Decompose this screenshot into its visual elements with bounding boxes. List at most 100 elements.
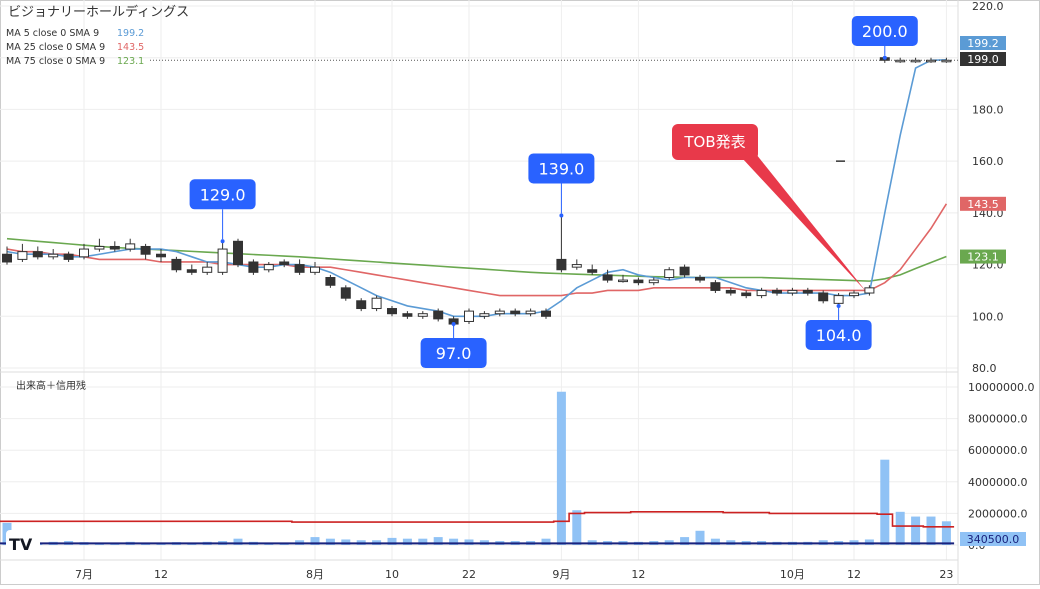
candle xyxy=(356,298,367,312)
candle xyxy=(633,277,644,286)
candle xyxy=(833,293,844,306)
candle-body-down xyxy=(510,310,521,315)
candle-body-down xyxy=(109,245,120,250)
legend-label: MA 5 close 0 SMA 9 xyxy=(6,28,99,39)
price-callout: 200.0 xyxy=(851,16,918,60)
candle xyxy=(340,285,351,301)
candle xyxy=(2,246,12,265)
candle xyxy=(525,308,536,317)
candle-body-down xyxy=(772,289,782,294)
price-callout: 129.0 xyxy=(189,179,256,244)
candle xyxy=(48,249,59,260)
candle-body-up xyxy=(202,266,213,273)
candle xyxy=(941,57,952,63)
candle xyxy=(202,261,213,275)
candle-body-down xyxy=(741,292,752,297)
candle-body-down xyxy=(340,287,351,299)
candle-body-down xyxy=(725,289,736,294)
candle xyxy=(510,308,521,317)
candle-body-up xyxy=(79,248,89,258)
volume-tick-label: 6000000.0 xyxy=(968,444,1028,457)
candle xyxy=(32,246,43,260)
price-tag-text: 123.1 xyxy=(967,251,999,264)
callout-box xyxy=(805,319,872,350)
legend-value: 123.1 xyxy=(117,56,144,67)
candle-body-down xyxy=(802,289,813,294)
candle-body-down xyxy=(387,308,397,315)
candle-body-up xyxy=(217,248,228,273)
volume-bar xyxy=(926,516,936,545)
candle-body-down xyxy=(587,269,598,273)
time-axis: 7月 12 8月 10 22 9月 12 10月 12 23 xyxy=(75,568,953,581)
candle-body-up xyxy=(941,59,952,63)
price-tag-box xyxy=(960,249,1006,264)
time-tick-label: 12 xyxy=(631,568,645,581)
time-tick-label: 23 xyxy=(939,568,953,581)
candle xyxy=(849,290,859,299)
price-tag: 123.1 xyxy=(960,249,1006,264)
volume-tag: 340500.0 xyxy=(960,532,1026,546)
candle-body-down xyxy=(679,266,690,276)
volume-bar xyxy=(325,538,335,545)
volume-axis: 0.02000000.04000000.06000000.08000000.01… xyxy=(968,381,1034,552)
volume-bar xyxy=(895,511,905,545)
candle-body-down xyxy=(402,313,413,317)
candle xyxy=(233,238,243,268)
callout-dot xyxy=(220,239,225,244)
candle xyxy=(494,308,505,317)
price-tag-box xyxy=(960,196,1006,211)
candle xyxy=(94,238,105,252)
callout-dot xyxy=(882,55,887,60)
candle-body-up xyxy=(371,297,382,310)
candle-body-up xyxy=(17,251,28,260)
price-tag: 199.0 xyxy=(960,52,1006,66)
price-tag-text: 143.5 xyxy=(967,198,999,211)
candle-body-up xyxy=(756,289,767,297)
candle xyxy=(772,287,782,296)
candle-body-down xyxy=(156,253,166,258)
callout-box xyxy=(420,338,487,369)
candle xyxy=(433,308,444,322)
price-callout: 139.0 xyxy=(528,153,595,218)
volume-bar xyxy=(556,391,566,545)
candle-body-up xyxy=(94,245,105,250)
price-tag-box xyxy=(960,52,1006,66)
candle-body-down xyxy=(171,258,182,271)
volume-bar xyxy=(864,539,874,545)
price-tag: 143.5 xyxy=(960,196,1006,211)
callout-text: 104.0 xyxy=(816,326,862,345)
price-tick-label: 220.0 xyxy=(972,0,1004,13)
candle-body-up xyxy=(125,243,136,250)
candle-body-down xyxy=(556,258,567,271)
candle xyxy=(479,311,490,319)
price-tags-layer: 199.2 199.0 143.5 123.1 340500.0 xyxy=(960,36,1026,546)
candle xyxy=(587,264,598,275)
candle xyxy=(741,290,752,299)
candle xyxy=(263,261,274,273)
callout-dot xyxy=(836,303,841,308)
volume-tag-box xyxy=(960,532,1026,546)
volume-pane-title: 出来高＋信用残 xyxy=(16,379,86,392)
time-tick-label: 7月 xyxy=(75,568,93,581)
volume-tick-label: 8000000.0 xyxy=(968,413,1028,426)
candle xyxy=(63,251,74,262)
candle-body-down xyxy=(356,300,367,310)
tob-callout-pointer xyxy=(742,154,867,292)
candle xyxy=(679,264,690,278)
candle xyxy=(140,243,151,260)
candle xyxy=(602,269,613,283)
candle-body-down xyxy=(710,282,721,291)
candle-body-up xyxy=(849,292,859,297)
candle xyxy=(417,311,428,319)
candle-body-up xyxy=(648,279,659,284)
candle xyxy=(109,241,120,252)
candle xyxy=(294,259,305,275)
candle xyxy=(125,238,136,252)
candle xyxy=(864,285,875,296)
price-tag-text: 199.0 xyxy=(967,53,999,66)
candle xyxy=(186,264,197,275)
candle xyxy=(79,243,89,260)
volume-bar xyxy=(433,537,443,545)
